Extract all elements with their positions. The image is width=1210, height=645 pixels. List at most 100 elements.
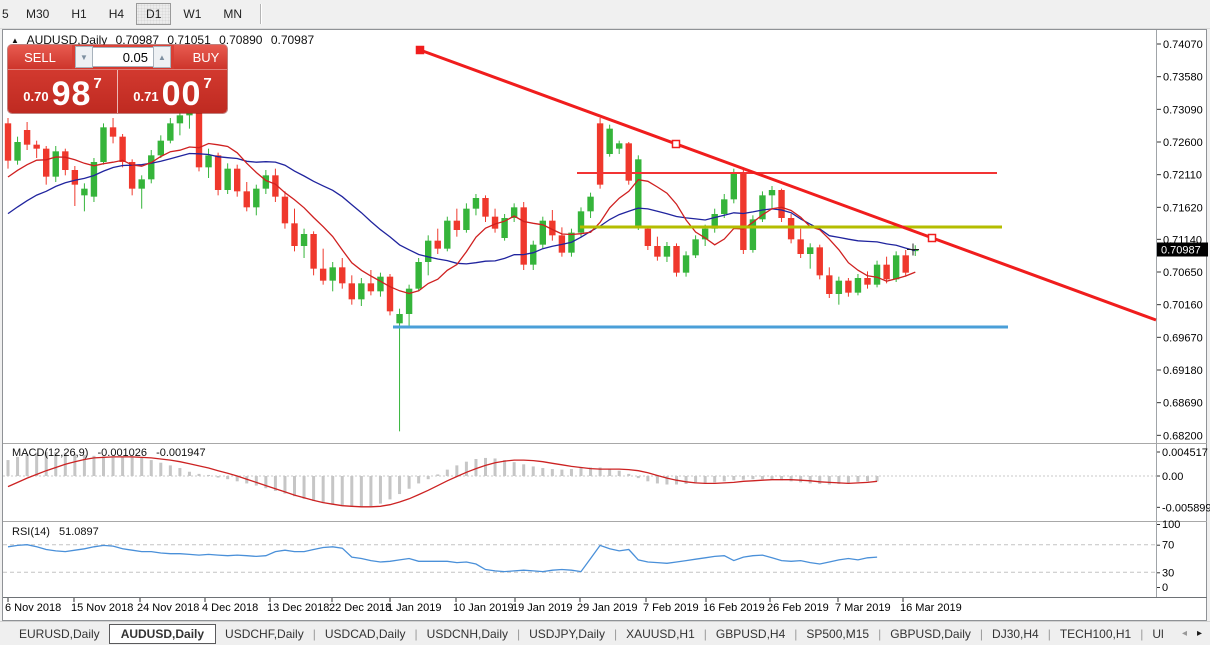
volume-input[interactable] [93, 47, 153, 67]
svg-text:0.70987: 0.70987 [1161, 245, 1201, 257]
chart-tab-dj30[interactable]: DJ30,H4 [992, 626, 1039, 641]
sell-price-pip: 7 [93, 75, 102, 92]
chart-symbol-label: AUDUSD,Daily [26, 33, 108, 47]
svg-text:10 Jan 2019: 10 Jan 2019 [453, 602, 514, 614]
svg-text:13 Dec 2018: 13 Dec 2018 [267, 602, 329, 614]
svg-text:0.70650: 0.70650 [1163, 267, 1203, 279]
svg-text:0.72600: 0.72600 [1163, 137, 1203, 149]
timeframe-button-h4[interactable]: H4 [108, 7, 125, 21]
chart-tab-usdjpy[interactable]: USDJPY,Daily [529, 626, 605, 641]
chart-tab-xauusd[interactable]: XAUUSD,H1 [626, 626, 695, 641]
timeframe-button-h1[interactable]: H1 [71, 7, 87, 21]
tab-separator: | [703, 626, 707, 641]
svg-text:16 Mar 2019: 16 Mar 2019 [900, 602, 962, 614]
chart-tab-eurusd[interactable]: EURUSD,Daily [19, 626, 100, 641]
buy-price-pip: 7 [203, 75, 212, 92]
svg-text:0.004517: 0.004517 [1162, 447, 1208, 459]
svg-text:0.70160: 0.70160 [1163, 300, 1203, 312]
svg-text:0.74070: 0.74070 [1163, 39, 1203, 51]
timeframe-button-w1[interactable]: W1 [183, 7, 202, 21]
tab-separator: | [517, 626, 521, 641]
svg-text:7 Feb 2019: 7 Feb 2019 [643, 602, 699, 614]
rsi-indicator-label: RSI(14) 51.0897 [12, 526, 99, 538]
tab-scroll-right-icon[interactable]: ▸ [1196, 628, 1202, 639]
svg-text:-0.005899: -0.005899 [1162, 502, 1210, 514]
svg-text:7 Mar 2019: 7 Mar 2019 [835, 602, 891, 614]
svg-text:0.69670: 0.69670 [1163, 332, 1203, 344]
tab-separator: | [312, 626, 316, 641]
svg-text:29 Jan 2019: 29 Jan 2019 [577, 602, 638, 614]
svg-text:1 Jan 2019: 1 Jan 2019 [387, 602, 441, 614]
rsi-name: RSI(14) [12, 526, 50, 538]
svg-text:4 Dec 2018: 4 Dec 2018 [202, 602, 258, 614]
svg-text:0.73090: 0.73090 [1163, 104, 1203, 116]
macd-name: MACD(12,26,9) [12, 447, 89, 459]
buy-price[interactable]: 0.71 00 7 [118, 70, 227, 113]
chart-tab-ul[interactable]: Ul [1152, 626, 1164, 641]
timeframe-button-d1[interactable]: D1 [136, 3, 172, 25]
svg-text:0.72110: 0.72110 [1163, 170, 1202, 182]
svg-text:0.71620: 0.71620 [1163, 202, 1203, 214]
chart-tab-sp500[interactable]: SP500,M15 [806, 626, 870, 641]
symbol-marker-icon: ▲ [11, 36, 19, 45]
volume-increase-button[interactable]: ▲ [153, 46, 171, 68]
tab-separator: | [794, 626, 798, 641]
tab-separator: | [414, 626, 418, 641]
macd-indicator-label: MACD(12,26,9) -0.001026 -0.001947 [12, 447, 206, 459]
timeframe-button-m30[interactable]: M30 [26, 7, 50, 21]
svg-text:0.68200: 0.68200 [1163, 430, 1203, 442]
chart-tab-tech100[interactable]: TECH100,H1 [1059, 626, 1132, 641]
buy-button[interactable]: BUY [174, 45, 227, 69]
svg-text:6 Nov 2018: 6 Nov 2018 [5, 602, 61, 614]
tab-separator: | [1047, 626, 1051, 641]
sell-price[interactable]: 0.70 98 7 [8, 70, 118, 113]
one-click-trading-panel: SELL ▼ ▲ BUY 0.70 98 7 0.71 00 7 [8, 45, 227, 113]
svg-text:16 Feb 2019: 16 Feb 2019 [703, 602, 765, 614]
tab-separator: | [613, 626, 618, 641]
volume-stepper: ▼ ▲ [72, 45, 174, 69]
svg-text:19 Jan 2019: 19 Jan 2019 [512, 602, 573, 614]
tab-separator: | [1140, 626, 1144, 641]
svg-text:24 Nov 2018: 24 Nov 2018 [137, 602, 199, 614]
volume-decrease-button[interactable]: ▼ [75, 46, 93, 68]
svg-text:15 Nov 2018: 15 Nov 2018 [71, 602, 133, 614]
svg-text:0: 0 [1162, 582, 1168, 594]
sell-price-prefix: 0.70 [23, 89, 49, 104]
tab-separator: | [878, 626, 882, 641]
rsi-value: 51.0897 [58, 526, 99, 538]
svg-text:70: 70 [1162, 540, 1174, 552]
chart-tab-usdchf[interactable]: USDCHF,Daily [225, 626, 304, 641]
timeframe-toolbar: 5 M30 H1 H4 D1 W1 MN [0, 0, 1210, 29]
chart-tab-usdcnh[interactable]: USDCNH,Daily [426, 626, 509, 641]
svg-text:0.73580: 0.73580 [1163, 72, 1203, 84]
sell-price-big: 98 [51, 75, 92, 113]
sell-button[interactable]: SELL [8, 45, 72, 69]
chevron-up-icon: ▲ [158, 52, 166, 62]
timeframe-button-mn[interactable]: MN [223, 7, 243, 21]
svg-text:100: 100 [1162, 519, 1180, 531]
ohlc-high: 0.71051 [167, 33, 211, 47]
timeframe-button-5[interactable]: 5 [2, 7, 9, 21]
chart-tab-usdcad[interactable]: USDCAD,Daily [324, 626, 406, 641]
macd-value-main: -0.001026 [97, 447, 148, 459]
chart-title: ▲ AUDUSD,Daily 0.70987 0.71051 0.70890 0… [11, 33, 314, 47]
svg-text:30: 30 [1162, 567, 1174, 579]
svg-text:0.00: 0.00 [1162, 471, 1183, 483]
chart-tab-gbpusd[interactable]: GBPUSD,Daily [890, 626, 971, 641]
chart-tab-audusd[interactable]: AUDUSD,Daily [108, 623, 217, 644]
buy-price-prefix: 0.71 [133, 89, 159, 104]
chevron-down-icon: ▼ [80, 52, 88, 62]
macd-value-signal: -0.001947 [156, 447, 206, 459]
tab-scroll-left-icon[interactable]: ◂ [1181, 628, 1187, 639]
ohlc-open: 0.70987 [115, 33, 160, 47]
svg-text:0.69180: 0.69180 [1163, 365, 1203, 377]
toolbar-separator [260, 4, 262, 24]
svg-text:26 Feb 2019: 26 Feb 2019 [767, 602, 829, 614]
tab-separator: | [979, 626, 984, 641]
svg-text:0.68690: 0.68690 [1163, 398, 1203, 410]
tab-scroll-controls: ◂ ▸ [1171, 623, 1210, 645]
svg-text:22 Dec 2018: 22 Dec 2018 [329, 602, 391, 614]
chart-tab-gbpusd[interactable]: GBPUSD,H4 [715, 626, 786, 641]
chart-tab-bar: EURUSD,Daily AUDUSD,Daily USDCHF,Daily | USD… [0, 621, 1210, 645]
